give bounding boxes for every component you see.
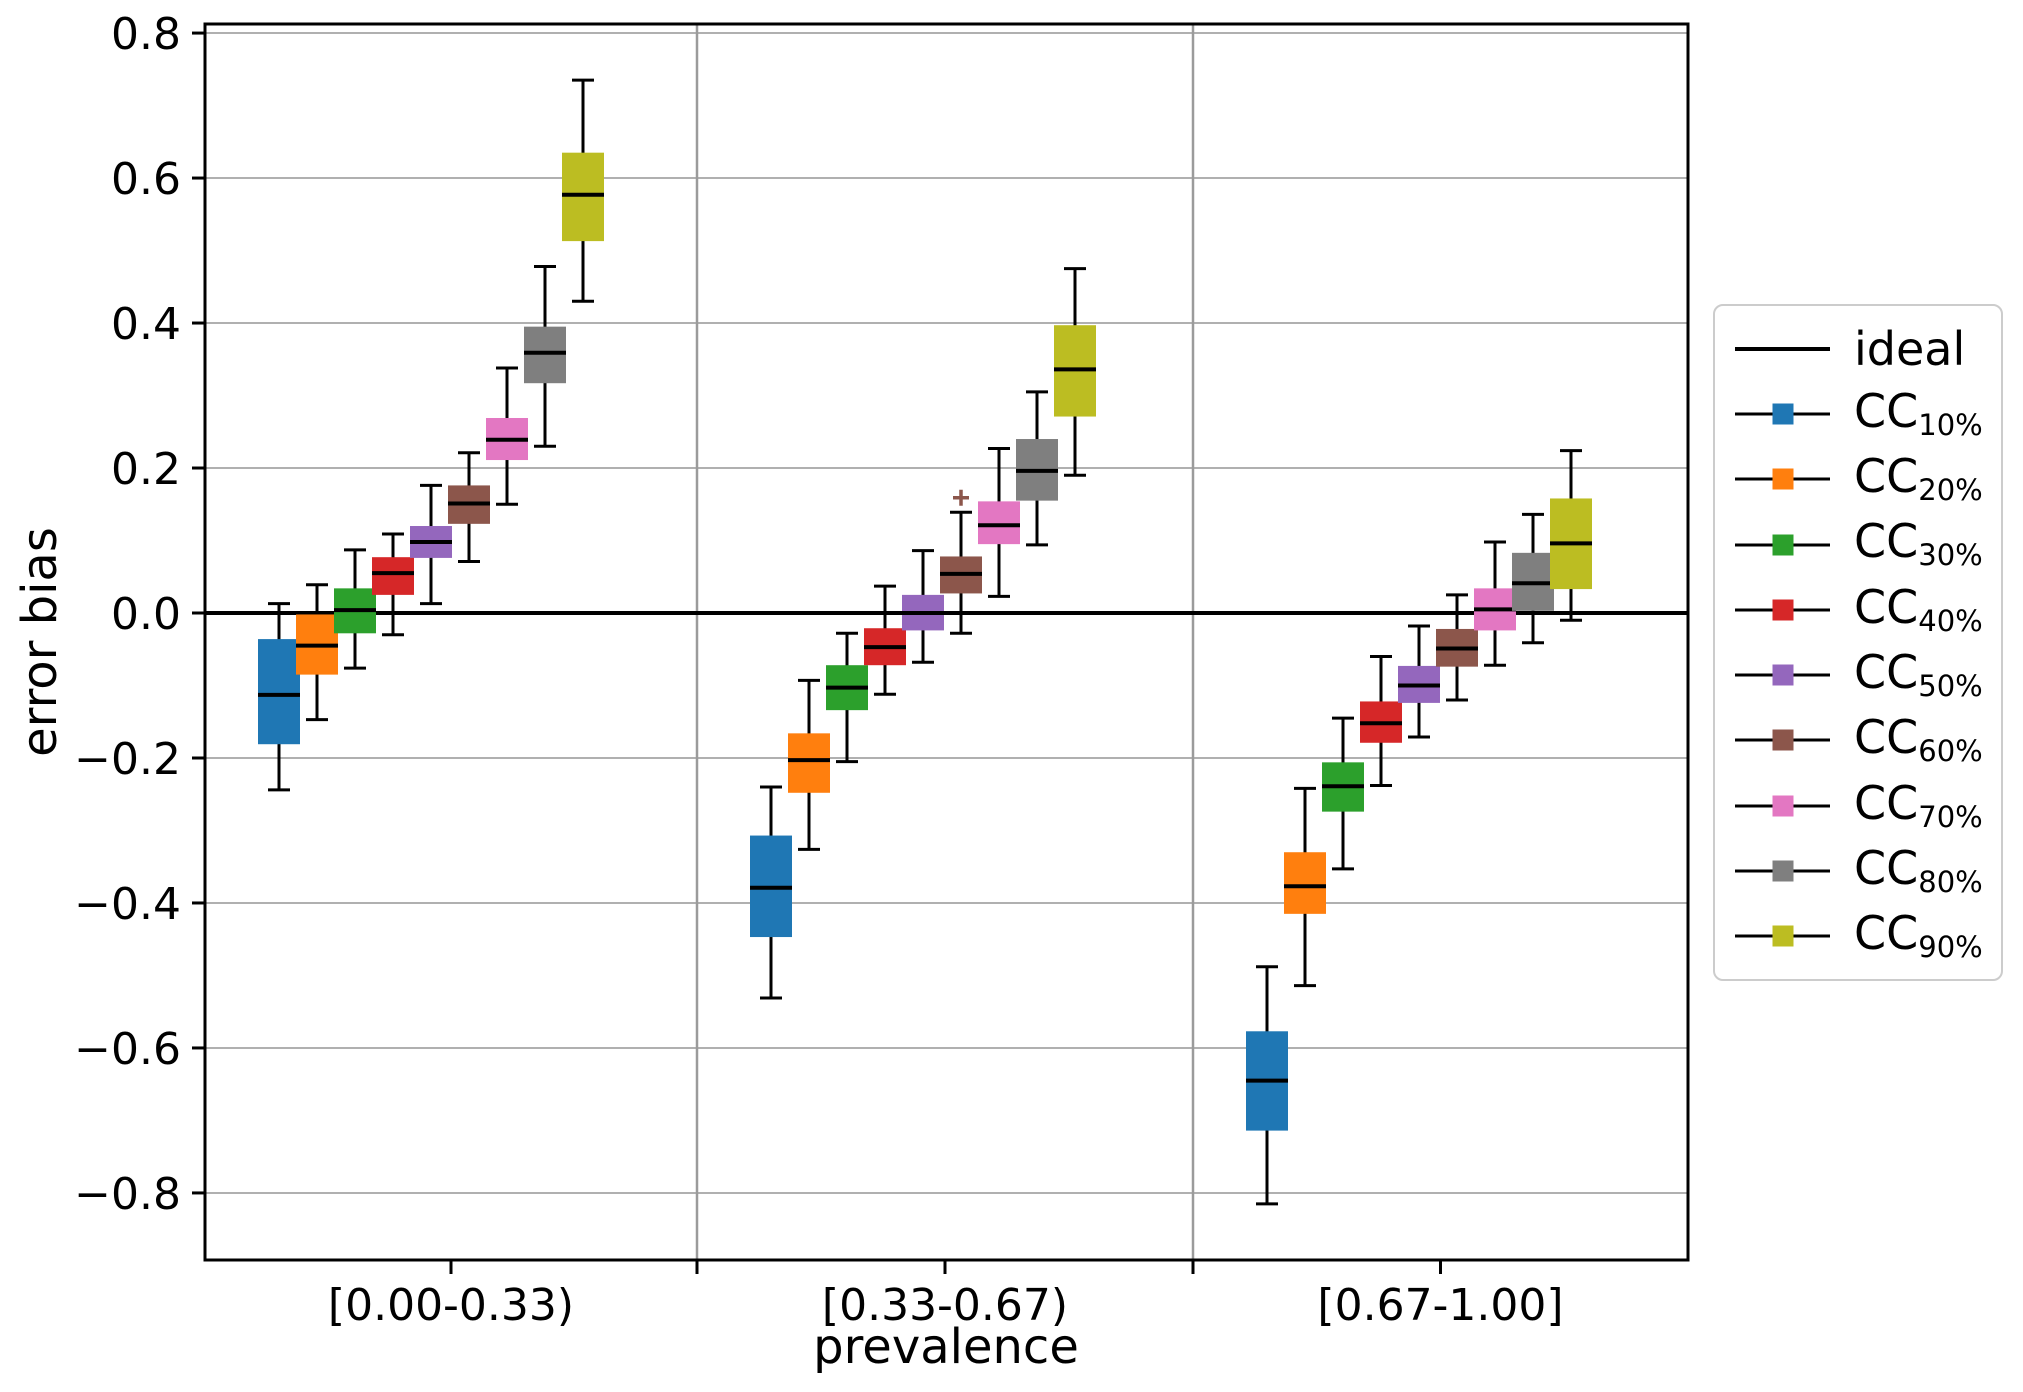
legend-label: ideal (1854, 321, 1966, 376)
legend-item-cc-50: CC50% (1735, 644, 2001, 706)
legend-item-ideal: ideal (1735, 318, 2001, 380)
y-axis-label: error bias (12, 527, 68, 757)
box-cc-50-group2 (902, 549, 944, 664)
box-cc-70-group1 (486, 366, 528, 506)
legend-item-cc-10: CC10% (1735, 383, 2001, 445)
box-cc-60-group2 (940, 489, 982, 635)
box-body (1284, 852, 1326, 914)
box-cc-60-group1 (448, 451, 490, 564)
y-tick-label: −0.8 (74, 1169, 181, 1220)
ideal-line-icon (1735, 337, 1830, 361)
outlier-marker (953, 489, 969, 506)
box-body (562, 152, 604, 242)
box-cc-30-group3 (1322, 716, 1364, 871)
legend-item-cc-20: CC20% (1735, 448, 2001, 510)
y-tick-label: −0.4 (74, 879, 181, 930)
box-cc-90-group1 (562, 78, 604, 303)
box-cc-70-group3 (1474, 540, 1516, 667)
legend-item-cc-40: CC40% (1735, 579, 2001, 641)
box-cc-40-group1 (372, 532, 414, 637)
legend-label: CC40% (1854, 579, 1983, 638)
box-cc-90-group3 (1550, 449, 1592, 622)
box-body (978, 501, 1020, 545)
box-cc-10-group1 (258, 602, 300, 792)
box-marker-icon (1735, 728, 1830, 752)
box-cc-70-group2 (978, 446, 1020, 598)
box-cc-20-group2 (788, 678, 830, 851)
legend-item-cc-70: CC70% (1735, 775, 2001, 837)
legend-label: CC20% (1854, 449, 1983, 508)
box-cc-20-group1 (296, 583, 338, 722)
box-body (372, 557, 414, 595)
box-marker-icon (1735, 859, 1830, 883)
legend-item-cc-90: CC90% (1735, 905, 2001, 967)
legend-label: CC90% (1854, 906, 1983, 965)
x-axis-label: prevalence (813, 1319, 1079, 1375)
legend-label: CC10% (1854, 383, 1983, 442)
box-marker-icon (1735, 663, 1830, 687)
box-marker-icon (1735, 794, 1830, 818)
box-marker-icon (1735, 402, 1830, 426)
box-cc-80-group3 (1512, 512, 1554, 645)
x-tick-label: [0.00-0.33) (328, 1280, 574, 1331)
legend-label: CC50% (1854, 645, 1983, 704)
box-cc-30-group2 (826, 631, 868, 764)
box-cc-90-group2 (1054, 267, 1096, 477)
y-tick-label: 0.2 (111, 444, 181, 495)
box-cc-30-group1 (334, 548, 376, 670)
y-tick-label: 0.4 (111, 299, 181, 350)
box-cc-50-group3 (1398, 624, 1440, 739)
box-cc-40-group2 (864, 584, 906, 696)
box-cc-80-group1 (524, 264, 566, 448)
legend-label: CC60% (1854, 710, 1983, 769)
box-marker-icon (1735, 467, 1830, 491)
y-tick-label: 0.8 (111, 9, 181, 60)
box-cc-80-group2 (1016, 390, 1058, 547)
box-marker-icon (1735, 924, 1830, 948)
box-cc-10-group2 (750, 785, 792, 1000)
legend: ideal CC10% CC20% CC30% CC40% CC50% CC60% CC70%… (1713, 304, 2003, 981)
box-cc-60-group3 (1436, 593, 1478, 702)
legend-label: CC70% (1854, 775, 1983, 834)
box-body (524, 326, 566, 384)
x-tick-label: [0.67-1.00] (1317, 1280, 1563, 1331)
box-marker-icon (1735, 598, 1830, 622)
box-cc-20-group3 (1284, 786, 1326, 988)
y-tick-label: 0.6 (111, 154, 181, 205)
y-tick-label: −0.2 (74, 734, 181, 785)
x-tick-label: [0.33-0.67) (822, 1280, 1068, 1331)
box-marker-icon (1735, 533, 1830, 557)
box-body (258, 639, 300, 745)
box-cc-40-group3 (1360, 654, 1402, 788)
box-cc-50-group1 (410, 483, 452, 606)
legend-label: CC30% (1854, 514, 1983, 573)
box-body (788, 733, 830, 793)
legend-item-cc-60: CC60% (1735, 709, 2001, 771)
y-tick-label: −0.6 (74, 1024, 181, 1075)
box-cc-10-group3 (1246, 965, 1288, 1206)
legend-item-cc-80: CC80% (1735, 840, 2001, 902)
y-tick-label: 0.0 (111, 589, 181, 640)
legend-item-cc-30: CC30% (1735, 514, 2001, 576)
legend-label: CC80% (1854, 840, 1983, 900)
